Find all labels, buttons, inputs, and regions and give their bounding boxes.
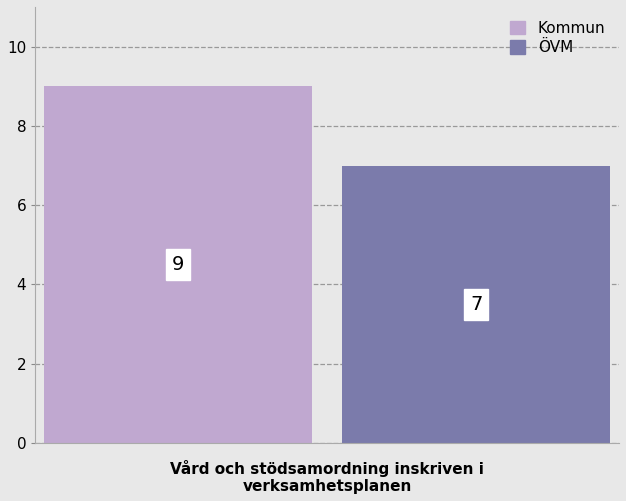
Text: 9: 9	[172, 255, 185, 274]
Legend: Kommun, ÖVM: Kommun, ÖVM	[504, 15, 612, 62]
Bar	[342, 165, 610, 443]
X-axis label: Vård och stödsamordning inskriven i
verksamhetsplanen: Vård och stödsamordning inskriven i verk…	[170, 459, 484, 494]
Text: 7: 7	[470, 295, 482, 314]
Bar	[44, 86, 312, 443]
